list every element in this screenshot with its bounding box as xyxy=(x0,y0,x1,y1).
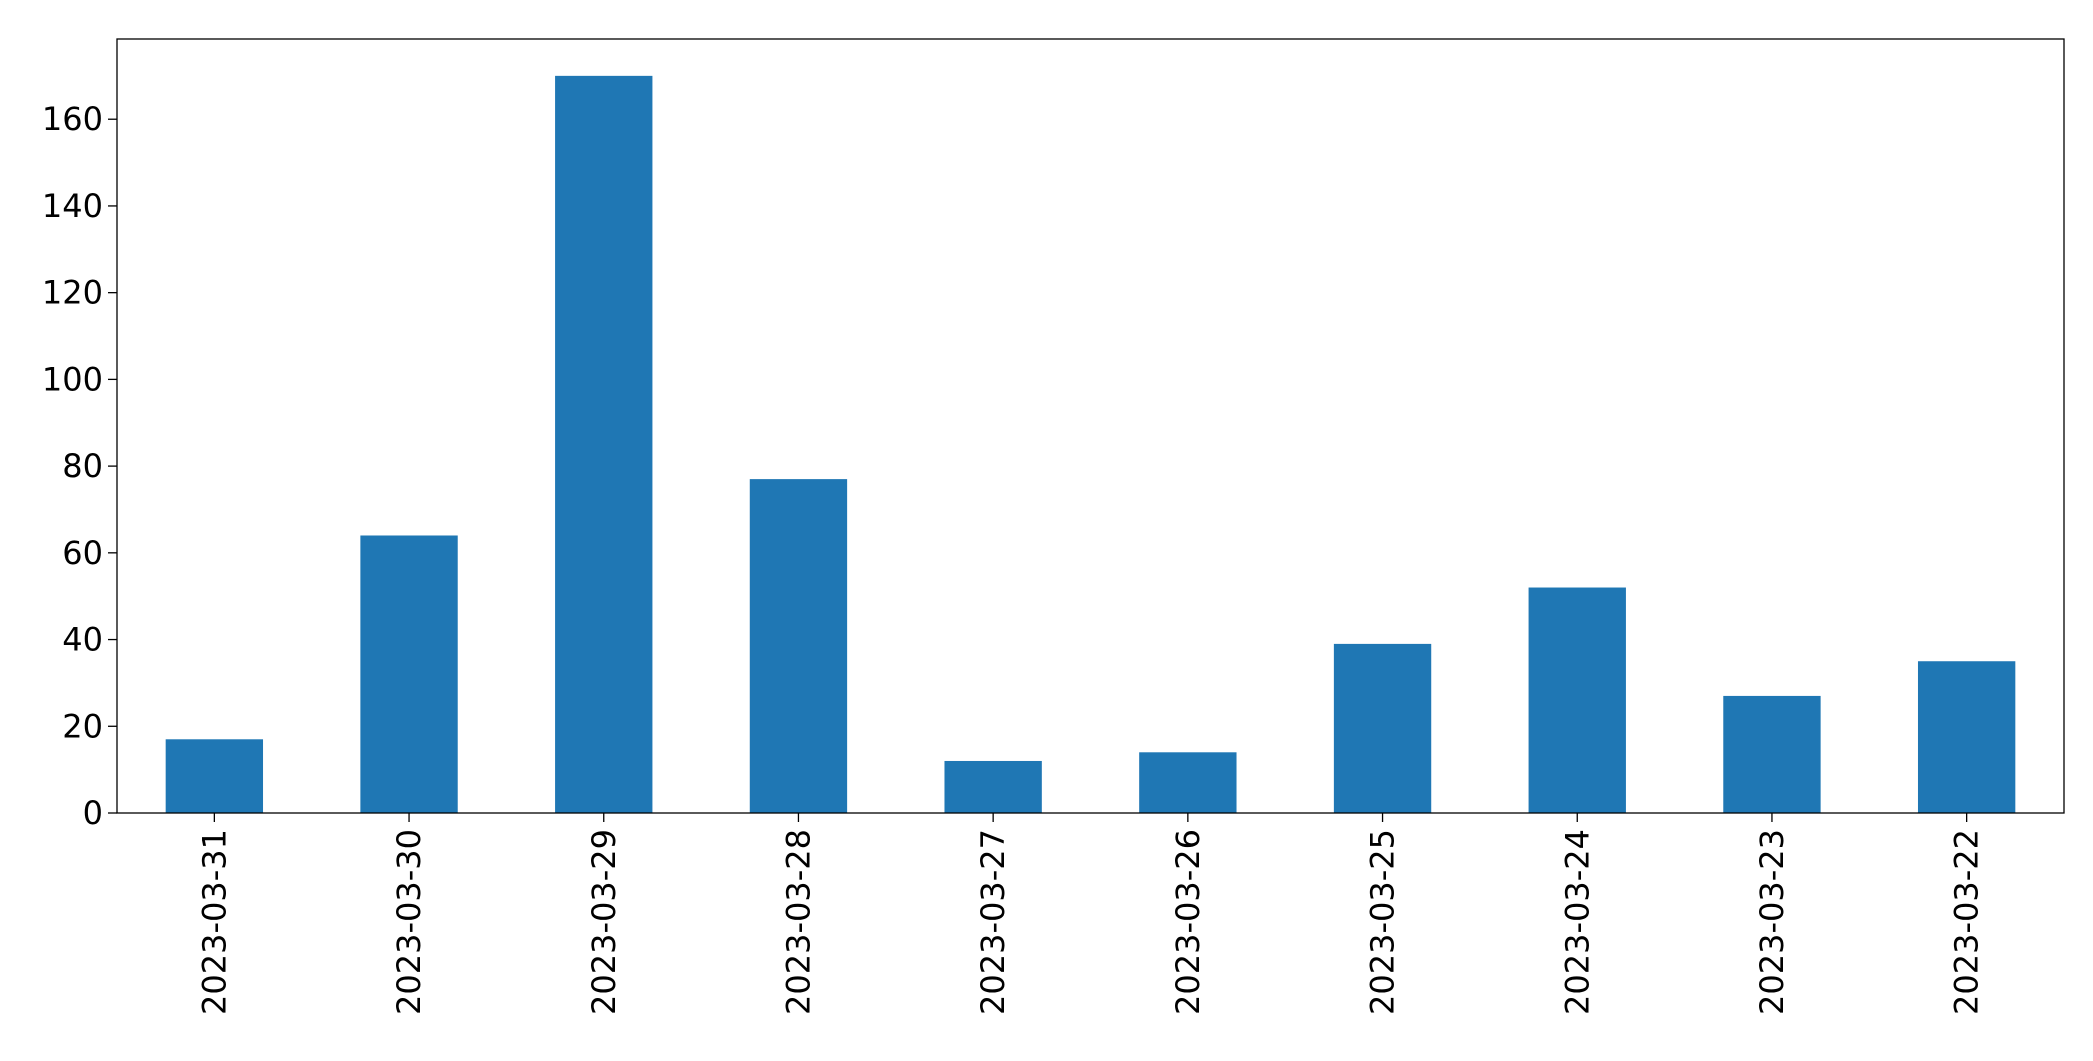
bar xyxy=(165,739,264,813)
x-tick-label: 2023-03-29 xyxy=(585,829,623,1015)
bar xyxy=(1333,643,1432,813)
y-tick-label: 40 xyxy=(62,621,103,659)
x-tick-label: 2023-03-23 xyxy=(1753,829,1791,1015)
x-tick-label: 2023-03-25 xyxy=(1364,829,1402,1015)
y-tick-label: 0 xyxy=(83,794,103,832)
y-tick-label: 80 xyxy=(62,447,103,485)
bar xyxy=(1917,661,2016,813)
x-tick-label: 2023-03-28 xyxy=(779,829,817,1015)
y-tick-label: 120 xyxy=(42,274,103,312)
bar xyxy=(360,535,458,813)
bar xyxy=(944,760,1042,813)
y-tick-label: 160 xyxy=(42,100,103,138)
x-tick-label: 2023-03-22 xyxy=(1948,829,1986,1015)
bar xyxy=(555,75,653,814)
plot-frame xyxy=(116,38,2065,814)
x-tick-label: 2023-03-31 xyxy=(195,829,233,1015)
y-tick-label: 20 xyxy=(62,707,103,745)
y-tick-label: 140 xyxy=(42,187,103,225)
y-tick-label: 60 xyxy=(62,534,103,572)
x-tick-label: 2023-03-27 xyxy=(974,829,1012,1015)
x-tick-label: 2023-03-30 xyxy=(390,829,428,1015)
x-tick-label: 2023-03-26 xyxy=(1169,829,1207,1015)
bar xyxy=(749,479,848,813)
bar xyxy=(1528,587,1626,813)
y-tick-label: 100 xyxy=(42,360,103,398)
bar xyxy=(1723,695,1821,813)
x-tick-label: 2023-03-24 xyxy=(1558,829,1596,1015)
bar xyxy=(1139,752,1237,813)
